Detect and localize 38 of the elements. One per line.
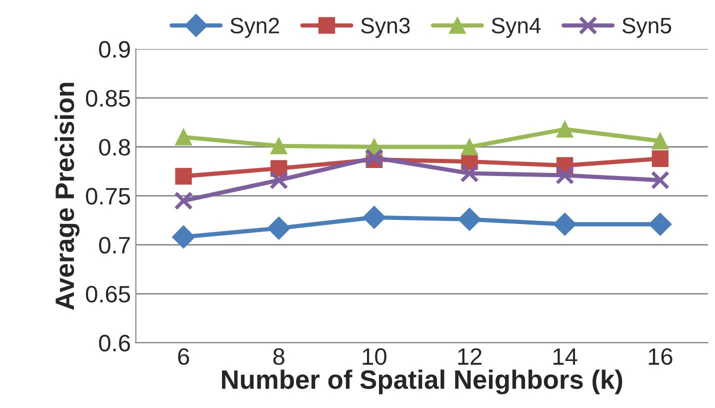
y-tick-label: 0.85: [86, 90, 130, 107]
y-tick-label: 0.9: [99, 41, 130, 58]
y-tick-label: 0.6: [99, 334, 130, 352]
x-axis-title: Number of Spatial Neighbors (k): [222, 370, 622, 394]
point: [270, 138, 288, 154]
y-axis-title: Average Precision: [54, 82, 80, 310]
point: [172, 225, 196, 248]
legend-label: Syn4: [492, 18, 541, 38]
point: [652, 150, 669, 167]
point: [553, 212, 576, 236]
x-tick-label: 14: [554, 348, 578, 365]
point: [556, 120, 574, 138]
point: [461, 138, 478, 156]
point: [362, 206, 386, 229]
legend-label: Syn5: [622, 18, 672, 38]
legend-label: Syn3: [361, 18, 410, 38]
legend-label: Syn2: [230, 18, 279, 38]
point: [175, 128, 192, 146]
point: [175, 168, 192, 185]
x-tick-label: 16: [648, 348, 672, 365]
x-tick-label: 12: [458, 348, 482, 365]
point: [648, 212, 672, 236]
y-tick-label: 0.7: [99, 236, 130, 254]
point: [652, 132, 669, 150]
point: [460, 164, 479, 183]
point: [269, 170, 288, 190]
point: [555, 166, 574, 185]
point: [267, 216, 290, 240]
point: [650, 170, 670, 190]
x-tick-label: 10: [362, 348, 386, 365]
y-tick-label: 0.65: [86, 286, 130, 303]
y-tick-label: 0.75: [86, 188, 130, 205]
x-tick-label: 8: [273, 348, 284, 365]
point: [458, 208, 482, 231]
point: [364, 148, 384, 168]
point: [174, 191, 193, 210]
y-tick-label: 0.8: [99, 138, 130, 156]
x-tick-label: 6: [178, 348, 190, 365]
